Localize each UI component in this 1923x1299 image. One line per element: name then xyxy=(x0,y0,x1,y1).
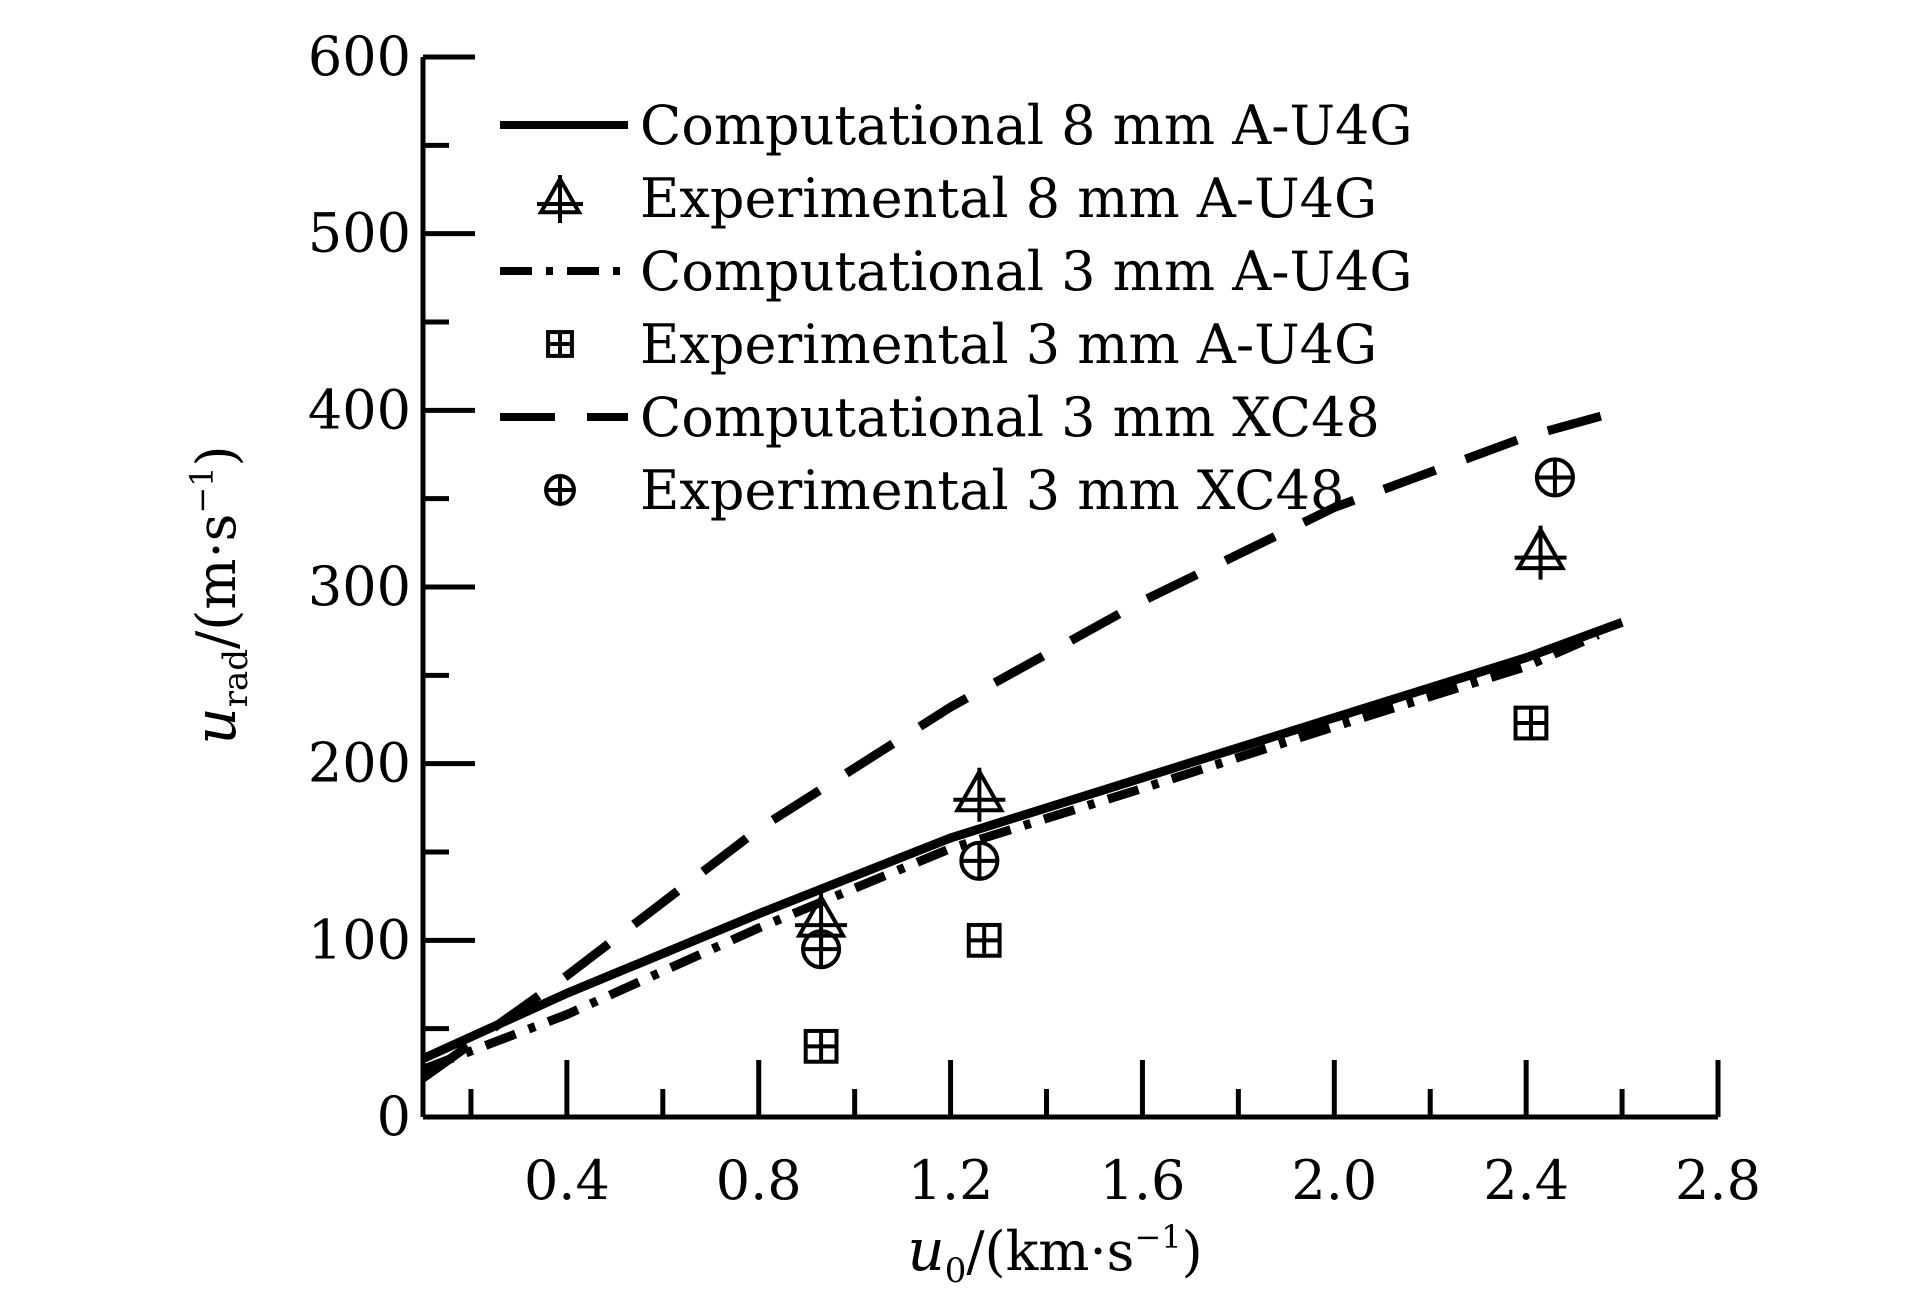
axes: 0.4 0.8 1.2 1.6 2.0 2.4 2.8 0 100 200 300 400 500 600 xyxy=(308,25,1761,1212)
axis-close: ) xyxy=(185,445,248,466)
y-tick-label: 200 xyxy=(308,732,411,795)
legend-label: Experimental 8 mm A-U4G xyxy=(640,167,1377,230)
axis-superscript: −1 xyxy=(183,466,221,513)
y-tick-label: 600 xyxy=(308,25,411,88)
x-tick-label: 2.8 xyxy=(1675,1149,1761,1212)
legend-swatch-marker xyxy=(546,330,574,358)
legend-entry: Computational 3 mm XC48 xyxy=(500,386,1380,449)
data-point-circle-cross xyxy=(1534,457,1575,498)
legend-entry: Computational 3 mm A-U4G xyxy=(500,240,1413,303)
series-line-dashed xyxy=(420,405,1624,1082)
legend-entry: Experimental 3 mm A-U4G xyxy=(546,313,1377,376)
axis-unit: /(m·s xyxy=(185,514,248,649)
x-tick-label: 1.6 xyxy=(1099,1149,1185,1212)
axis-subscript: rad xyxy=(216,649,256,707)
data-point-square-cross xyxy=(966,922,1002,958)
y-tick-label: 100 xyxy=(308,908,411,971)
legend-entry: Experimental 8 mm A-U4G xyxy=(537,167,1377,230)
y-tick-label: 400 xyxy=(308,378,411,441)
series-line-dashdot xyxy=(421,630,1600,1074)
markers-layer xyxy=(795,457,1575,1064)
axis-superscript: −1 xyxy=(1134,1218,1181,1256)
legend-entry: Experimental 3 mm XC48 xyxy=(544,459,1344,522)
y-tick-label: 300 xyxy=(308,555,411,618)
axis-unit: /(km·s xyxy=(966,1220,1134,1283)
data-point-circle-cross xyxy=(801,929,842,970)
legend-label: Computational 3 mm XC48 xyxy=(640,386,1380,449)
legend: Computational 8 mm A-U4G Experimental 8 m… xyxy=(500,94,1413,522)
axis-symbol: u xyxy=(907,1216,944,1284)
x-tick-label: 0.4 xyxy=(524,1149,610,1212)
data-point-square-cross xyxy=(803,1028,839,1064)
axis-symbol: u xyxy=(181,707,249,744)
y-tick-label: 500 xyxy=(308,202,411,265)
data-point-square-cross xyxy=(1513,705,1549,741)
x-tick-label: 1.2 xyxy=(908,1149,994,1212)
x-tick-label: 2.0 xyxy=(1291,1149,1377,1212)
series-line-solid xyxy=(421,618,1624,1063)
legend-swatch-marker xyxy=(544,474,576,506)
axis-titles: u0/(km·s−1)urad/(m·s−1) xyxy=(181,445,1203,1291)
axis-close: ) xyxy=(1182,1220,1203,1283)
data-point-triangle-cross xyxy=(1514,525,1567,580)
y-axis-title: urad/(m·s−1) xyxy=(181,445,256,744)
legend-label: Computational 3 mm A-U4G xyxy=(640,240,1413,303)
y-tick-label: 0 xyxy=(377,1085,411,1148)
x-tick-label: 2.4 xyxy=(1483,1149,1569,1212)
axis-subscript: 0 xyxy=(945,1251,967,1291)
legend-label: Experimental 3 mm XC48 xyxy=(640,459,1344,522)
data-point-triangle-cross xyxy=(953,767,1006,822)
legend-entry: Computational 8 mm A-U4G xyxy=(500,94,1413,157)
legend-label: Experimental 3 mm A-U4G xyxy=(640,313,1377,376)
x-tick-label: 0.8 xyxy=(716,1149,802,1212)
x-axis-title: u0/(km·s−1) xyxy=(907,1216,1202,1291)
data-point-circle-cross xyxy=(959,840,1000,881)
series-layer xyxy=(420,405,1624,1082)
legend-swatch-marker xyxy=(537,174,583,223)
legend-label: Computational 8 mm A-U4G xyxy=(640,94,1413,157)
